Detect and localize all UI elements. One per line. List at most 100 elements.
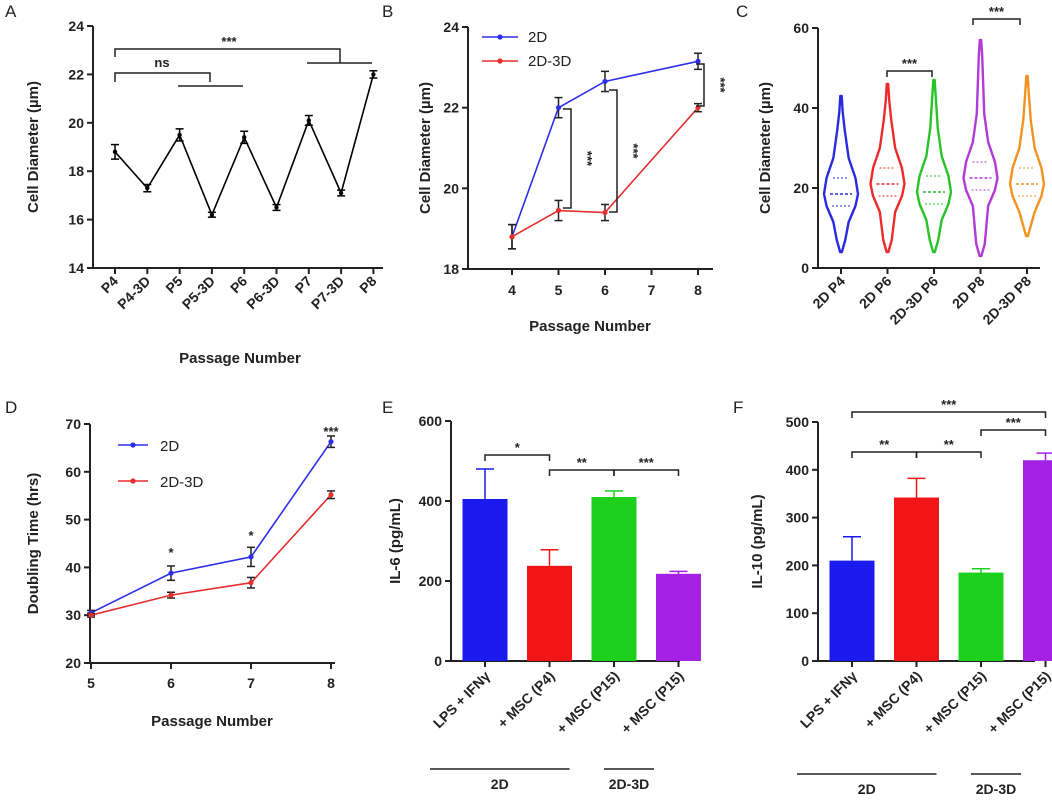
y-tick-label: 24 xyxy=(443,19,459,35)
legend-marker xyxy=(497,58,503,64)
panel-letter-b: B xyxy=(382,2,393,21)
significance-bracket xyxy=(851,411,1047,418)
panel-letter-c: C xyxy=(736,2,748,21)
series-line-1 xyxy=(90,494,332,616)
x-tick-label: LPS + IFNγ xyxy=(797,668,860,731)
y-axis-title: Cell Diameter (µm) xyxy=(757,82,774,214)
data-point xyxy=(509,234,515,240)
x-tick-label: P7-3D xyxy=(308,273,347,312)
significance-label: *** xyxy=(639,455,655,470)
y-tick-label: 500 xyxy=(786,414,810,430)
data-point xyxy=(168,570,174,576)
significance-label: * xyxy=(515,440,521,455)
y-tick-label: 22 xyxy=(443,100,459,116)
y-tick-label: 70 xyxy=(65,416,81,432)
y-tick-label: 0 xyxy=(801,653,809,669)
x-tick-label: + MSC (P15) xyxy=(985,668,1052,737)
bar-0 xyxy=(462,499,508,661)
significance-bracket xyxy=(548,469,615,476)
y-tick-label: 20 xyxy=(68,115,84,131)
panel-b-chart: 18 20 22 24 Cell Diameter (µm) 4 5 6 7 8 Passage N… xyxy=(417,19,728,335)
data-point xyxy=(328,439,334,445)
x-tick-label: 7 xyxy=(247,675,255,691)
data-point xyxy=(555,207,562,214)
significance-bracket xyxy=(613,469,680,476)
data-point xyxy=(328,492,334,498)
x-tick-label: P6-3D xyxy=(243,273,282,312)
panel-letter-d: D xyxy=(5,398,17,417)
y-tick-label: 200 xyxy=(419,573,443,589)
x-tick-label: 2D-3D P6 xyxy=(886,273,941,328)
y-tick-label: 18 xyxy=(443,261,459,277)
data-point xyxy=(112,149,118,155)
significance-label: ** xyxy=(577,455,588,470)
x-tick-label: P8 xyxy=(356,273,380,297)
violin-shape xyxy=(962,38,999,258)
legend-marker xyxy=(130,442,136,448)
y-tick-label: 22 xyxy=(68,66,84,82)
series-line xyxy=(114,74,375,217)
y-tick-label: 60 xyxy=(793,20,809,36)
violin-shape xyxy=(915,78,953,254)
x-tick-label: P4-3D xyxy=(114,273,153,312)
y-tick-label: 20 xyxy=(65,655,81,671)
legend-label: 2D xyxy=(528,29,547,46)
legend-label: 2D-3D xyxy=(528,53,572,70)
x-axis-title: Passage Number xyxy=(151,713,273,730)
significance-bracket xyxy=(886,70,933,77)
y-tick-label: 40 xyxy=(793,100,809,116)
y-tick-label: 20 xyxy=(793,180,809,196)
y-tick-label: 600 xyxy=(419,413,443,429)
significance-bracket xyxy=(980,429,1047,436)
x-tick-label: 2D P6 xyxy=(856,273,895,312)
y-tick-label: 40 xyxy=(65,559,81,575)
legend-label: 2D-3D xyxy=(160,474,204,491)
group-label: 2D-3D xyxy=(976,781,1016,797)
x-tick-label: + MSC (P15) xyxy=(618,668,687,737)
x-tick-label: P6 xyxy=(227,273,251,297)
bar-3 xyxy=(656,573,701,661)
significance-bracket xyxy=(915,451,982,458)
significance-label: *** xyxy=(902,56,918,71)
x-tick-label: P5 xyxy=(162,273,186,297)
x-tick-label: P7 xyxy=(291,273,315,297)
significance-bracket xyxy=(696,63,705,107)
data-point xyxy=(695,58,701,64)
data-point xyxy=(555,105,562,111)
series-line-0 xyxy=(90,441,332,614)
x-tick-label: P4 xyxy=(98,273,122,297)
x-tick-label: 5 xyxy=(555,282,563,298)
panel-letter-f: F xyxy=(733,398,743,417)
data-point xyxy=(88,612,94,618)
data-point xyxy=(145,185,150,191)
data-point xyxy=(177,132,182,138)
legend-marker xyxy=(497,34,503,40)
x-tick-label: + MSC (P4) xyxy=(494,668,557,731)
data-point xyxy=(274,205,279,210)
significance-bracket xyxy=(851,451,918,458)
bar-2 xyxy=(958,572,1004,661)
violin-shape xyxy=(822,94,860,254)
y-tick-label: 30 xyxy=(65,607,81,623)
group-label: 2D xyxy=(491,776,509,792)
x-tick-label: 8 xyxy=(694,282,702,298)
significance-label: *** xyxy=(323,424,339,439)
group-label: 2D-3D xyxy=(609,776,649,792)
significance-label: *** xyxy=(989,4,1005,19)
bar-1 xyxy=(894,497,939,661)
y-tick-label: 14 xyxy=(68,260,84,276)
bar-0 xyxy=(829,560,875,661)
violin-shape xyxy=(1008,74,1046,238)
series-line-0 xyxy=(511,60,699,238)
significance-label: ** xyxy=(944,437,955,452)
data-point xyxy=(338,190,344,196)
violin-shape xyxy=(869,82,906,254)
significance-label: ** xyxy=(879,437,890,452)
significance-label: * xyxy=(248,528,254,543)
x-tick-label: 2D P4 xyxy=(809,273,848,312)
y-tick-label: 0 xyxy=(434,653,442,669)
x-axis-title: Passage Number xyxy=(179,350,301,367)
series-line-1 xyxy=(511,107,699,238)
